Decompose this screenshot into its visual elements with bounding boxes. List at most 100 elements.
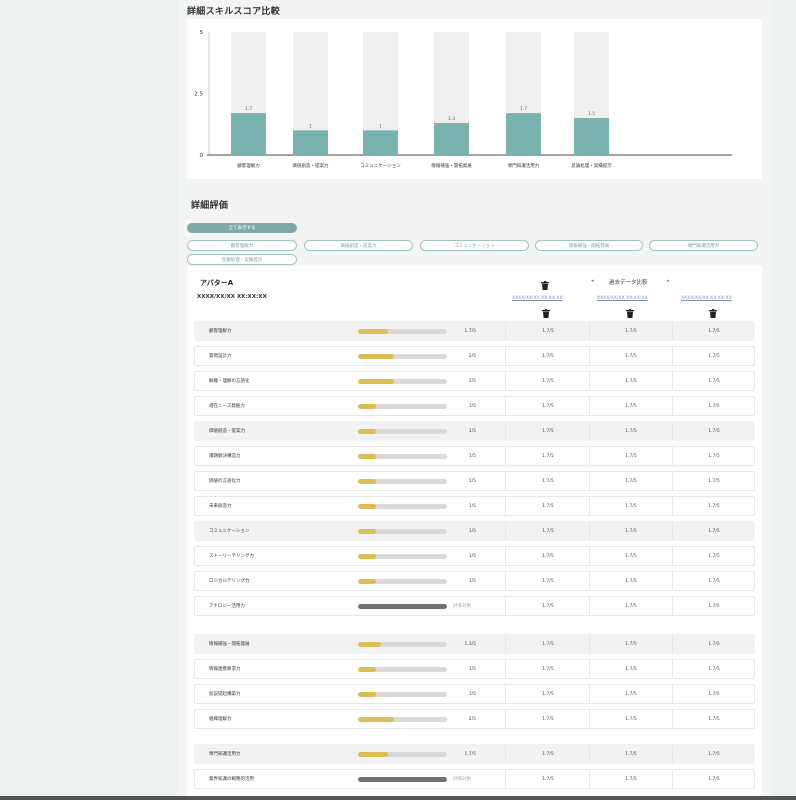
past-score: 1.7/5 xyxy=(625,528,637,534)
past-score: 1.7/5 xyxy=(625,553,637,559)
score-bar xyxy=(358,666,447,672)
column-divider xyxy=(589,745,590,763)
past-score: 1.7/5 xyxy=(542,553,554,559)
filter-chip[interactable]: 反論処理・実績提示 xyxy=(187,254,297,265)
past-score: 1.7/5 xyxy=(542,666,554,672)
score-value: 1/5 xyxy=(468,528,476,534)
score-value: 1/5 xyxy=(468,578,476,584)
score-value: 1/5 xyxy=(468,503,476,509)
filter-chip[interactable]: 専門知識活用力 xyxy=(649,240,758,251)
past-score: 1.7/5 xyxy=(542,528,554,534)
past-date-2[interactable]: XXXX/XX/XX XX:XX:XX xyxy=(597,296,648,301)
score-bar-fill xyxy=(358,528,376,534)
past-score: 1.7/5 xyxy=(708,578,720,584)
score-value: 2/5 xyxy=(468,378,476,384)
skill-row: 未来創造力 1/5 1.7/5 1.7/5 1.7/5 xyxy=(194,496,755,516)
past-score: 1.7/5 xyxy=(625,603,637,609)
past-date-3[interactable]: XXXX/XX/XX XX:XX:XX xyxy=(681,296,732,301)
score-value: 2/5 xyxy=(468,353,476,359)
column-divider xyxy=(672,710,673,728)
show-all-button[interactable]: 全て表示する xyxy=(187,223,297,233)
column-divider xyxy=(589,447,590,465)
column-divider xyxy=(505,347,506,365)
score-bar xyxy=(358,553,447,559)
y-tick-label: 0 xyxy=(200,153,204,159)
bar xyxy=(434,123,469,155)
skill-label: 質問設計力 xyxy=(209,354,232,359)
score-bar-fill xyxy=(358,503,376,509)
column-divider xyxy=(505,547,506,565)
past-score: 1.7/5 xyxy=(625,478,637,484)
past-score: 1.7/5 xyxy=(542,503,554,509)
past-score: 1.7/5 xyxy=(542,691,554,697)
score-value: 1/5 xyxy=(468,666,476,672)
past-score: 1.7/5 xyxy=(708,691,720,697)
score-bar-fill xyxy=(358,751,389,757)
column-divider xyxy=(505,522,506,540)
past-prev-arrow[interactable]: ◂ xyxy=(591,278,594,284)
column-divider xyxy=(672,547,673,565)
column-divider xyxy=(672,597,673,615)
bar xyxy=(574,118,609,155)
past-score: 1.7/5 xyxy=(542,378,554,384)
avatar-name: アバターA xyxy=(200,279,234,287)
skill-label: 潜在ニーズ発掘力 xyxy=(209,404,245,409)
score-bar xyxy=(358,528,447,534)
skill-label: 業界知識の戦略的活用 xyxy=(209,777,254,782)
skill-row: アナロジー活用力 評価対象 1.7/5 1.7/5 1.7/5 xyxy=(194,596,755,616)
skill-label: 解離・理解の言語化 xyxy=(209,379,250,384)
score-value: 1.7/5 xyxy=(464,328,476,334)
score-bar-fill xyxy=(358,403,376,409)
column-divider xyxy=(589,635,590,653)
trash-icon[interactable] xyxy=(625,308,635,318)
column-divider xyxy=(672,447,673,465)
bar xyxy=(231,113,266,155)
column-divider xyxy=(589,347,590,365)
score-value: 1/5 xyxy=(468,553,476,559)
past-score: 1.7/5 xyxy=(625,503,637,509)
past-next-arrow[interactable]: ▸ xyxy=(667,278,670,284)
column-divider xyxy=(589,572,590,590)
trash-icon[interactable] xyxy=(540,280,550,290)
column-divider xyxy=(505,322,506,340)
skill-label: 組織理解力 xyxy=(209,717,232,722)
score-bar-fill xyxy=(358,428,376,434)
skill-row: 質問設計力 2/5 1.7/5 1.7/5 1.7/5 xyxy=(194,346,755,366)
score-bar xyxy=(358,503,447,509)
trash-icon[interactable] xyxy=(541,308,551,318)
column-divider xyxy=(505,710,506,728)
past-score: 1.7/5 xyxy=(542,428,554,434)
past-score: 1.7/5 xyxy=(708,428,720,434)
past-score: 1.7/5 xyxy=(625,666,637,672)
trash-icon[interactable] xyxy=(708,308,718,318)
column-divider xyxy=(505,447,506,465)
x-category-label: 情報補強・開拓発展 xyxy=(431,162,472,169)
score-bar-fill xyxy=(358,691,376,697)
column-divider xyxy=(505,497,506,515)
column-divider xyxy=(505,597,506,615)
column-divider xyxy=(672,745,673,763)
column-divider xyxy=(589,522,590,540)
skill-label: 価値の言語化力 xyxy=(209,479,241,484)
bar xyxy=(293,130,328,155)
past-date-1[interactable]: XXXX/XX/XX XX:XX:XX xyxy=(512,296,563,301)
past-score: 1.7/5 xyxy=(708,478,720,484)
filter-chip[interactable]: 顧客理解力 xyxy=(187,240,297,251)
column-divider xyxy=(672,347,673,365)
bottom-bar xyxy=(0,796,796,800)
y-tick-label: 5 xyxy=(200,30,204,36)
skill-score-chart: 0 2.5 5 1.7 顧客理解力 1 価値創造・提案力 1 コミュニケーション 1.3 情報補強・… xyxy=(187,19,762,179)
past-score: 1.7/5 xyxy=(542,403,554,409)
filter-chip[interactable]: コミュニケーション xyxy=(420,240,529,251)
column-divider xyxy=(589,660,590,678)
column-divider xyxy=(505,472,506,490)
past-score: 1.7/5 xyxy=(708,503,720,509)
column-divider xyxy=(672,572,673,590)
column-divider xyxy=(505,397,506,415)
past-score: 1.7/5 xyxy=(542,478,554,484)
y-tick-label: 2.5 xyxy=(194,92,203,98)
column-divider xyxy=(505,745,506,763)
filter-chip[interactable]: 価値創造・提案力 xyxy=(304,240,413,251)
column-divider xyxy=(589,770,590,788)
filter-chip[interactable]: 情報補強・開拓発展 xyxy=(535,240,643,251)
